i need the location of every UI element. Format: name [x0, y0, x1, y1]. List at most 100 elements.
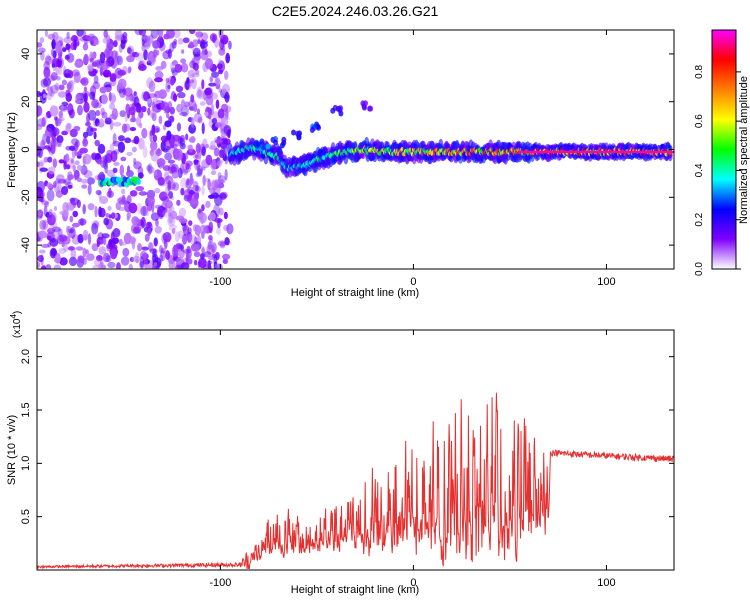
spectrogram-cell [94, 205, 98, 218]
spectrogram-cell [208, 235, 213, 241]
spectrogram-cell [99, 156, 107, 168]
spectrogram-cell [552, 150, 557, 154]
spectrogram-cell [196, 234, 202, 246]
spectrogram-cell [95, 189, 102, 196]
spectrogram-cell [164, 145, 171, 151]
spectrogram-cell [170, 61, 174, 71]
spectrogram-cell [109, 73, 117, 82]
spectrogram-cell [167, 116, 175, 123]
spectrogram-cell [80, 77, 89, 86]
spectrogram-cell [138, 30, 147, 36]
spectrogram-cell [66, 31, 70, 39]
spectrogram-cell [150, 212, 160, 221]
spectrogram-cell [67, 228, 75, 234]
spectrogram-cell [141, 34, 148, 44]
spectrogram-cell [92, 264, 102, 269]
spectrogram-cell [138, 110, 144, 119]
spectrogram-cell [195, 172, 200, 177]
spectrogram-cell [546, 150, 551, 154]
spectrogram-cell [636, 150, 641, 154]
spectrogram-cell [50, 90, 55, 97]
spectrogram-cell [102, 69, 112, 78]
spectrogram-cell [219, 241, 226, 249]
spectrogram-cell [255, 141, 261, 148]
spectrogram-cell [195, 143, 201, 154]
spectrogram-cell [99, 51, 106, 64]
spectrogram-cell [157, 176, 165, 186]
spectrogram-cell [279, 142, 285, 149]
spectrogram-cell [281, 136, 287, 143]
spectrogram-cell [46, 189, 55, 202]
spectrogram-cell [53, 230, 60, 241]
spectrogram-cell [214, 122, 222, 128]
spectrogram-cell [83, 101, 90, 113]
spectrogram-cell [124, 87, 133, 97]
spectrogram-cell [205, 154, 213, 166]
spectrogram-cell [147, 107, 151, 116]
spectrogram-cell [70, 197, 79, 206]
spectrogram-cell [69, 215, 74, 223]
spectrogram-cell [111, 108, 118, 120]
spectrogram-cell [182, 233, 188, 245]
spectrogram-cell [182, 224, 190, 236]
colorbar-tick-label: 0.4 [694, 163, 705, 177]
spectrogram-cell [213, 147, 220, 157]
spectrogram-cell [93, 39, 100, 45]
spectrogram-cell [40, 196, 45, 203]
spectrogram-cell [58, 159, 65, 164]
spectrogram-cell [112, 228, 121, 238]
spectrogram-cell [205, 87, 214, 100]
spectrogram-cell [214, 139, 224, 144]
spectrogram-cell [134, 30, 144, 36]
spectrogram-cell [179, 111, 188, 117]
spectrogram-cell [595, 150, 600, 154]
spectrogram-cell [172, 182, 180, 191]
spectrogram-cell [131, 146, 137, 153]
spectrogram-cell [180, 177, 188, 189]
spectrogram-cell [189, 30, 196, 35]
spectrogram-cell [160, 140, 166, 152]
spectrogram-cell [210, 242, 217, 253]
spectrogram-cell [91, 222, 99, 235]
spectrogram-cell [203, 251, 212, 258]
spectrogram-cell [110, 248, 118, 260]
spectrogram-cell [103, 217, 110, 226]
spectrogram-cell [80, 165, 88, 176]
spectrogram-cell [156, 205, 166, 218]
spectrogram-cell [135, 116, 142, 127]
spectrogram-cell [102, 158, 109, 170]
spectrogram-cell [118, 199, 128, 205]
spectrogram-cell [65, 123, 71, 133]
spectrogram-cell [180, 62, 189, 73]
spectrogram-cell [167, 159, 176, 164]
spectrogram-cell [154, 77, 164, 83]
spectrogram-cell [68, 79, 76, 85]
spectrogram-cell [662, 150, 667, 154]
y-tick-label: -40 [20, 237, 32, 253]
spectrogram-cell [47, 33, 56, 40]
snr-multiplier: (x104) [9, 311, 23, 338]
chart-title: C2E5.2024.246.03.26.G21 [272, 3, 439, 19]
spectrogram-cell [201, 204, 205, 212]
spectrogram-cell [265, 143, 271, 150]
spectrogram-cell [103, 30, 108, 39]
spectrogram-cell [41, 264, 47, 269]
spectrogram-cell [671, 150, 674, 154]
spectrogram-cell [82, 42, 89, 51]
spectrogram-cell [589, 150, 594, 154]
spectrogram-cell [187, 69, 196, 79]
spectrogram-cell [141, 127, 148, 139]
snr-xlabel: Height of straight line (km) [291, 584, 419, 596]
spectrogram-cell [208, 212, 216, 221]
spectrogram-cell [129, 49, 135, 58]
spectrogram-cell [89, 57, 94, 62]
spectrogram-cell [58, 234, 68, 242]
spectrogram-cell [112, 122, 122, 127]
spectrogram-cell [56, 186, 60, 198]
spectrogram-cell [101, 111, 108, 119]
spectrogram-cell [131, 216, 139, 226]
spectrogram-cell [148, 242, 154, 252]
spectrogram-cell [124, 137, 132, 144]
spectrogram-cell [66, 82, 72, 90]
spectrogram-cell [115, 201, 121, 211]
